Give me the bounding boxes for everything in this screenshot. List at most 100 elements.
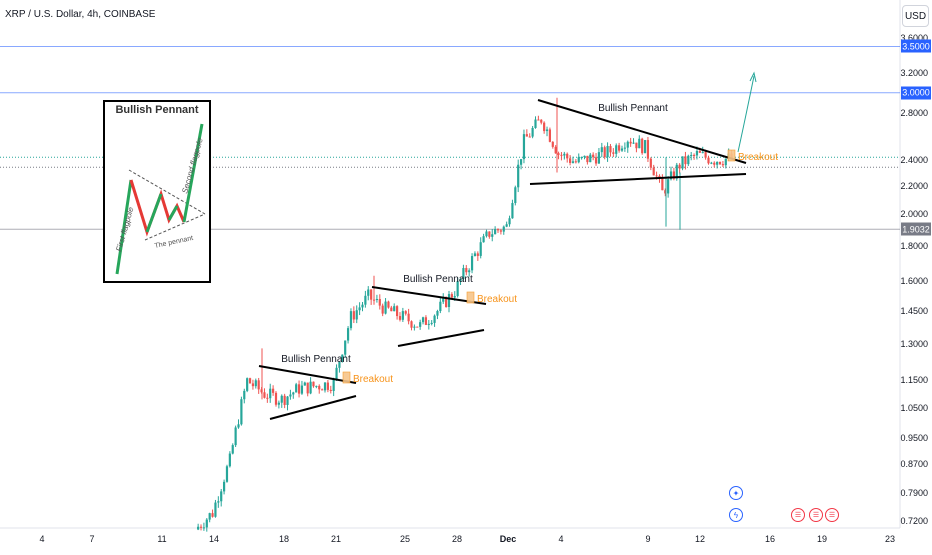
candle-body	[710, 162, 713, 164]
time-axis[interactable]: 4 7 11 14 18 21 25 28 Dec 4 9 12 16 19 23	[0, 528, 900, 550]
candle	[398, 312, 402, 322]
candle-body	[456, 281, 459, 297]
time-tick-label: 14	[208, 534, 220, 544]
candle-body	[393, 306, 396, 312]
breakout-label: Breakout	[353, 374, 393, 385]
candle	[563, 151, 566, 160]
candle-body	[318, 385, 321, 390]
candle	[257, 377, 260, 394]
pennant-lower-line	[397, 329, 485, 347]
candle	[684, 151, 687, 170]
currency-button[interactable]: USD	[902, 5, 929, 27]
candle-body	[623, 147, 626, 149]
candle-body	[494, 229, 497, 235]
candle	[603, 145, 606, 160]
candle-body	[476, 253, 479, 256]
candlestick-series	[197, 97, 733, 532]
price-tick-label: 1.6000	[900, 276, 928, 287]
candle	[269, 383, 272, 403]
candle	[220, 489, 223, 507]
star-icon[interactable]: ✦	[729, 486, 743, 500]
candle	[672, 167, 675, 181]
candle-body	[329, 389, 332, 391]
candle	[528, 133, 531, 138]
candle-body	[280, 395, 283, 403]
candle-body	[309, 381, 312, 394]
candle	[222, 479, 226, 495]
price-tick-label: 0.7200	[900, 516, 928, 526]
candle	[724, 158, 727, 169]
candle	[309, 377, 312, 395]
candle	[384, 298, 387, 315]
us-flag-icon[interactable]: ☰	[791, 508, 805, 522]
lightning-icon[interactable]: ϟ	[729, 508, 743, 522]
candle	[433, 314, 436, 327]
pennant-lower-line	[269, 395, 357, 420]
candle	[361, 302, 364, 312]
price-axis[interactable]: 3.6000 3.2000 2.8000 2.4000 2.2000 2.0000 1.80…	[900, 0, 932, 528]
candle-body	[517, 164, 520, 188]
candle	[390, 305, 393, 312]
candle-body	[574, 161, 577, 163]
candle-body	[615, 145, 618, 154]
candle-body	[450, 294, 453, 298]
candle-body	[251, 383, 255, 387]
candle-body	[583, 155, 586, 158]
candle-body	[370, 289, 373, 300]
candle-body	[430, 322, 433, 324]
candle	[355, 305, 358, 324]
candle-body	[335, 367, 338, 380]
time-tick-label: 19	[816, 534, 828, 544]
candle	[540, 119, 543, 125]
breakout-marker	[466, 291, 475, 304]
candle-body	[358, 307, 361, 311]
candle-body	[312, 381, 315, 387]
symbol-title[interactable]: XRP / U.S. Dollar, 4h, COINBASE	[5, 9, 156, 20]
candle-body	[384, 301, 387, 314]
price-tick-label: 0.7900	[900, 488, 928, 499]
candle	[537, 115, 540, 121]
candle-body	[612, 152, 615, 154]
candle	[315, 385, 318, 389]
candle	[560, 152, 563, 161]
candle	[332, 377, 335, 397]
candle	[629, 137, 632, 147]
candle	[543, 121, 546, 134]
candle-body	[658, 175, 661, 178]
candle	[375, 294, 379, 303]
candle-body	[395, 306, 399, 317]
candle	[274, 391, 278, 407]
candle	[364, 290, 367, 308]
candle-body	[470, 256, 474, 271]
inset-diagram: First flagpole Second flagpole The penna…	[114, 123, 206, 275]
candle-body	[629, 141, 632, 144]
time-tick-label: 12	[694, 534, 706, 544]
forecast-arrow-line	[737, 75, 755, 153]
candle	[199, 524, 203, 531]
candle	[594, 153, 598, 166]
candle-body	[220, 491, 223, 502]
candle	[710, 161, 713, 165]
candle-body	[557, 153, 560, 155]
us-flag-icon[interactable]: ☰	[825, 508, 839, 522]
candle-body	[321, 389, 324, 391]
candle-body	[724, 158, 727, 166]
candle	[395, 305, 399, 320]
candle	[303, 381, 306, 386]
candle	[277, 400, 280, 409]
pennant-diagram-inset: Bullish Pennant First flagpole Second fl…	[103, 100, 211, 283]
candle-body	[675, 164, 678, 179]
candle	[436, 309, 439, 320]
candle-body	[661, 177, 664, 191]
candle-body	[690, 154, 693, 156]
candle-body	[424, 317, 428, 325]
time-tick-label: 23	[884, 534, 896, 544]
candle	[470, 253, 474, 274]
us-flag-icon[interactable]: ☰	[809, 508, 823, 522]
candle-body	[465, 268, 468, 273]
candle-body	[485, 231, 488, 237]
forecast-arrow	[737, 71, 757, 153]
candle	[482, 233, 485, 243]
candle-body	[439, 301, 442, 312]
price-tick-label: 3.6000	[900, 33, 928, 43]
